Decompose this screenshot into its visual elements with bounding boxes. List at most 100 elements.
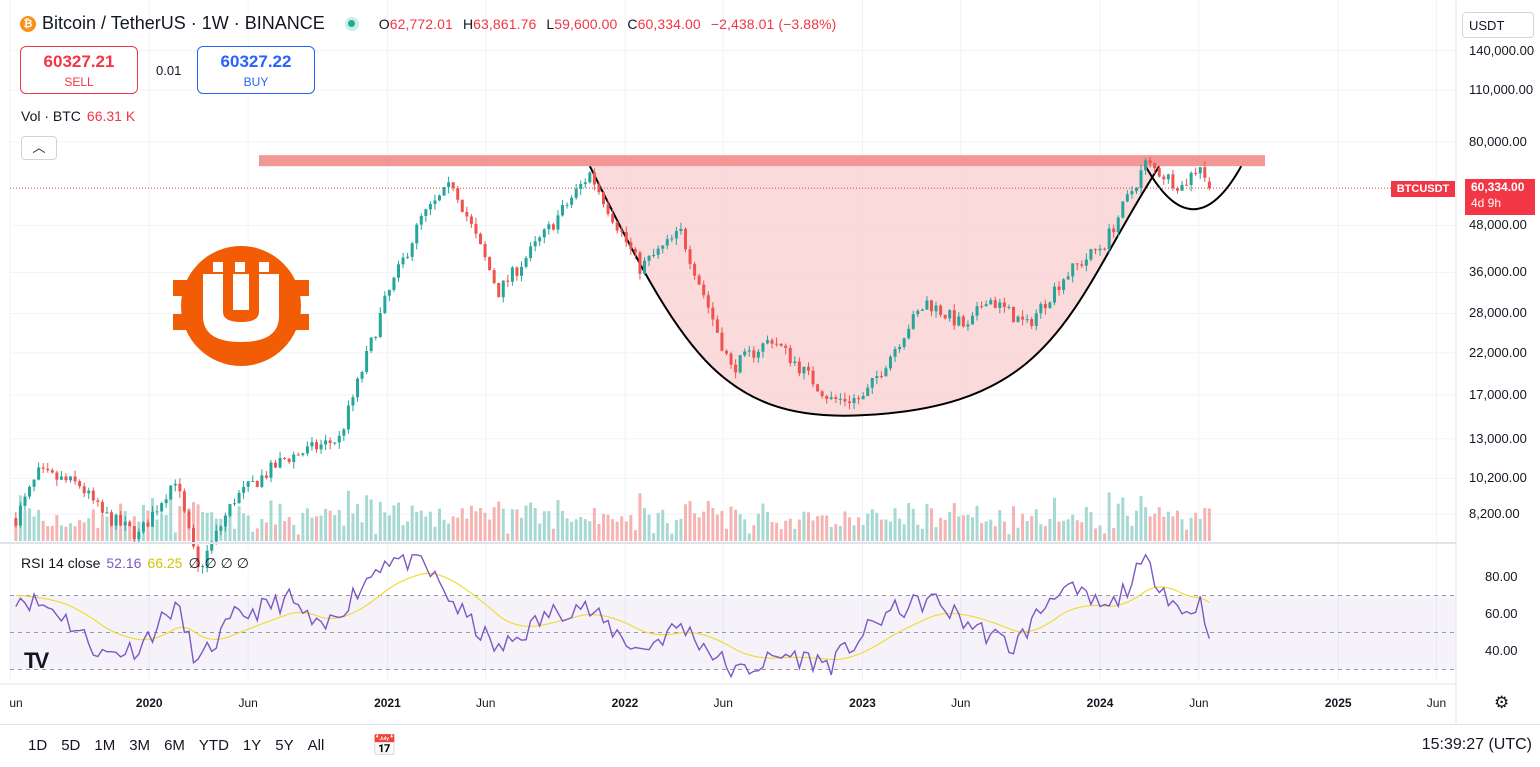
volume-bar xyxy=(1075,520,1079,541)
candle-body xyxy=(1203,167,1207,178)
resistance-zone-drawing[interactable] xyxy=(259,155,1265,167)
buy-button[interactable]: 60327.22 BUY xyxy=(197,46,315,94)
volume-bar xyxy=(305,508,309,541)
range-button-1y[interactable]: 1Y xyxy=(242,737,262,754)
range-button-6m[interactable]: 6M xyxy=(164,737,185,754)
volume-bar xyxy=(356,503,360,541)
resistance-zone xyxy=(259,155,1265,167)
volume-bar xyxy=(693,513,697,541)
candle-body xyxy=(1116,217,1120,233)
collapse-legend-button[interactable]: ︿ xyxy=(21,136,57,160)
candle-body xyxy=(324,440,328,445)
volume-bar xyxy=(91,509,95,541)
candle-body xyxy=(1103,248,1107,250)
volume-bar xyxy=(100,514,104,541)
volume-bar xyxy=(410,505,414,541)
volume-bar xyxy=(96,527,100,541)
utc-clock[interactable]: 15:39:27 (UTC) xyxy=(1421,736,1532,753)
range-button-5d[interactable]: 5D xyxy=(61,737,81,754)
rsi-axis-label: 40.00 xyxy=(1485,643,1518,658)
volume-bar xyxy=(752,525,756,541)
candle-body xyxy=(205,550,209,567)
volume-bar xyxy=(315,516,319,541)
volume-bar xyxy=(620,516,624,541)
candle-body xyxy=(551,224,555,230)
rsi-legend[interactable]: RSI 14 close 52.16 66.25 ∅ ∅ ∅ ∅ xyxy=(21,555,249,571)
candle-body xyxy=(879,376,883,378)
range-button-1d[interactable]: 1D xyxy=(28,737,48,754)
volume-bar xyxy=(324,508,328,541)
settings-gear-icon[interactable]: ⚙ xyxy=(1494,693,1510,712)
volume-bar xyxy=(1034,509,1038,541)
volume-bar xyxy=(1084,507,1088,541)
candle-body xyxy=(442,187,446,196)
symbol-header[interactable]: ₿ Bitcoin / TetherUS · 1W · BINANCE O62,… xyxy=(20,13,842,34)
volume-bar xyxy=(237,506,241,541)
currency-select[interactable]: USDT xyxy=(1462,12,1534,38)
volume-bar xyxy=(59,525,63,541)
volume-bar xyxy=(1071,514,1075,541)
go-to-date-calendar-icon[interactable]: 📅 xyxy=(372,735,397,757)
volume-bar xyxy=(1048,518,1052,541)
volume-bar xyxy=(652,533,656,541)
candle-body xyxy=(228,504,232,516)
sell-button[interactable]: 60327.21 SELL xyxy=(20,46,138,94)
candle-body xyxy=(173,483,177,486)
candle-body xyxy=(738,355,742,373)
volume-bar xyxy=(520,517,524,541)
candle-body xyxy=(615,222,619,231)
candle-body xyxy=(1075,263,1079,265)
volume-bar xyxy=(278,503,282,541)
volume-bar xyxy=(1007,534,1011,541)
range-button-all[interactable]: All xyxy=(307,737,325,754)
candle-body xyxy=(119,514,123,526)
candle-body xyxy=(788,347,792,363)
candle-body xyxy=(356,378,360,398)
volume-bar xyxy=(1011,506,1015,541)
candle-body xyxy=(37,467,41,480)
range-button-3m[interactable]: 3M xyxy=(129,737,151,754)
candle-body xyxy=(315,442,319,450)
volume-bar xyxy=(1130,525,1134,541)
candle-body xyxy=(410,243,414,257)
volume-bar xyxy=(711,508,715,541)
range-button-ytd[interactable]: YTD xyxy=(198,737,229,754)
volume-bar xyxy=(292,524,296,541)
candle-body xyxy=(861,396,865,400)
volume-bar xyxy=(802,511,806,541)
volume-bar xyxy=(1016,527,1020,541)
candle-body xyxy=(105,512,109,514)
candle-body xyxy=(975,306,979,316)
volume-bar xyxy=(697,517,701,541)
volume-bar xyxy=(560,510,564,541)
volume-legend[interactable]: Vol · BTC 66.31 K xyxy=(21,108,136,124)
volume-bar xyxy=(242,513,246,541)
candle-body xyxy=(365,351,369,373)
candle-body xyxy=(201,566,205,568)
range-button-1m[interactable]: 1M xyxy=(94,737,116,754)
pane-separators xyxy=(0,0,1457,724)
candle-body xyxy=(1185,184,1189,186)
candle-body xyxy=(59,476,63,480)
candle-body xyxy=(328,440,332,443)
candle-body xyxy=(793,361,797,363)
candle-body xyxy=(337,435,341,443)
candle-body xyxy=(492,270,496,283)
symbol-title[interactable]: Bitcoin / TetherUS · 1W · BINANCE xyxy=(42,13,325,33)
candle-body xyxy=(702,284,706,296)
range-button-5y[interactable]: 5Y xyxy=(275,737,294,754)
volume-bar xyxy=(264,522,268,541)
candle-body xyxy=(451,182,455,189)
volume-bar xyxy=(287,517,291,541)
volume-bar xyxy=(114,519,118,541)
candle-body xyxy=(342,429,346,436)
price-axis-label: 140,000.00 xyxy=(1469,42,1535,58)
volume-bar xyxy=(1098,525,1102,541)
cup-pattern-drawing[interactable] xyxy=(10,165,1456,417)
candle-body xyxy=(688,249,692,264)
candle-body xyxy=(656,248,660,255)
volume-bar xyxy=(556,499,560,541)
tradingview-logo[interactable]: TV xyxy=(24,648,49,673)
volume-bar xyxy=(592,507,596,541)
